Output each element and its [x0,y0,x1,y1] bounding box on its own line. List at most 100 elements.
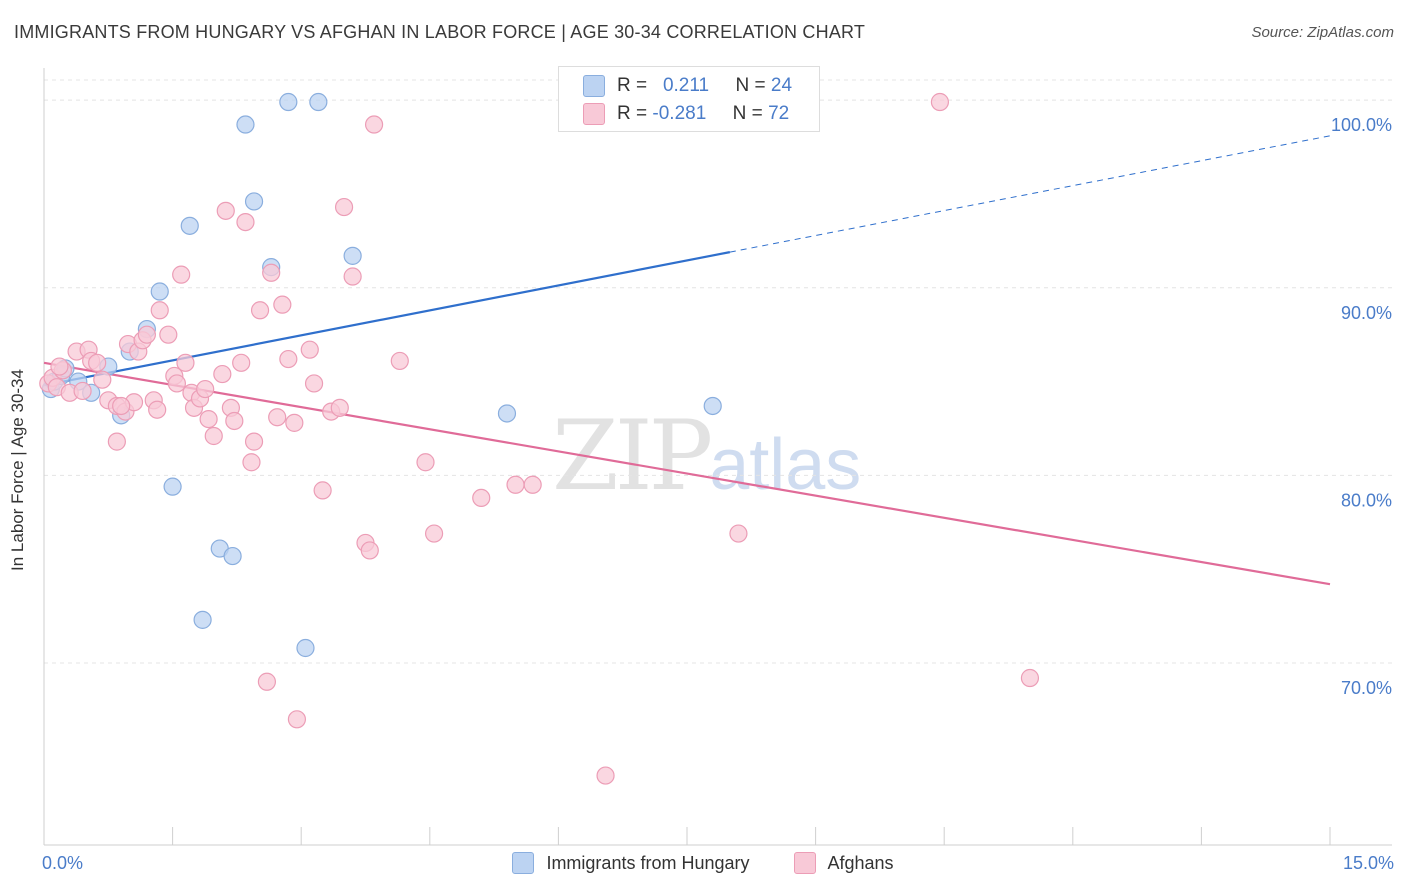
legend-swatch-pink [583,103,605,125]
afghan-point [148,400,167,419]
legend-row-hungary: R = 0.211 N = 24 [583,73,792,99]
chart-title: IMMIGRANTS FROM HUNGARY VS AFGHAN IN LAB… [14,22,866,42]
afghan-point [416,453,435,472]
y-tick-label: 80.0% [1341,490,1392,510]
bottom-legend-swatch-blue [512,852,535,874]
afghan-point [93,370,112,389]
afghan-point [268,408,287,427]
afghan-point [172,265,191,284]
afghan-point [232,353,251,372]
afghan-point [159,325,178,344]
afghan-point [112,396,131,416]
legend-r-value: 0.211 [662,75,710,96]
legend-r-label: R = [617,103,648,124]
hungary-point [497,404,517,423]
hungary-point [703,396,722,416]
bottom-legend-afghans: Afghans [793,852,894,874]
afghan-point [107,432,126,451]
afghan-point [279,349,298,369]
afghan-point [236,212,255,232]
axes [43,68,1392,846]
hungary-point [223,546,242,566]
hungary-point [163,477,182,496]
afghan-point [334,197,354,217]
bottom-legend: Immigrants from Hungary Afghans [0,852,1406,874]
legend-n-label: N = [732,103,763,124]
afghan-point [364,115,384,134]
afghan-point [213,364,232,384]
hungary-point [180,216,199,235]
legend-n-value: 72 [768,103,790,124]
afghan-point [930,92,950,112]
afghan-point [88,353,107,372]
afghan-point [204,426,223,446]
afghan-point [244,432,264,451]
afghan-point [304,374,324,393]
afghan-point [167,374,186,393]
legend-n-value: 24 [770,75,793,96]
hungary-point [296,638,315,658]
afghan-point [73,381,92,401]
afghan-point [1020,668,1040,688]
hungary-point [236,115,255,134]
afghan-point [262,263,281,282]
data-points [39,92,1040,785]
afghan-point [596,766,615,785]
afghan-point [257,672,277,691]
afghan-point [285,413,304,432]
bottom-legend-label: Afghans [827,852,894,873]
source-credit: Source: ZipAtlas.com [1251,24,1394,41]
afghan-point [199,409,218,429]
afghan-point [216,201,235,220]
y-axis-label: In Labor Force | Age 30-34 [8,369,27,571]
x-tick-label: 15.0% [1343,853,1394,873]
afghan-point [472,488,491,508]
afghan-point [137,325,156,344]
afghan-point [287,710,307,729]
legend-swatch-blue [583,75,605,97]
afghan-point [343,267,362,286]
legend-n-label: N = [735,75,766,96]
legend-r-label: R = [617,75,648,96]
hungary-trend-line [43,251,731,387]
legend-row-afghans: R = -0.281 N = 72 [583,101,789,127]
hungary-point [309,92,328,112]
y-tick-label: 70.0% [1341,678,1392,698]
hungary-point [193,610,212,629]
bottom-legend-swatch-pink [793,852,816,874]
afghan-point [242,453,261,472]
afghan-trend-line [43,361,1331,586]
y-tick-label: 90.0% [1341,303,1392,323]
afghan-point [506,475,525,494]
afghan-point [250,301,270,320]
legend-box: R = 0.211 N = 24 R = -0.281 N = 72 [558,66,820,132]
afghan-point [300,340,319,359]
hungary-point [279,92,298,112]
trend-lines [43,135,1331,586]
y-tick-label: 100.0% [1331,115,1392,135]
afghan-point [196,379,215,399]
afghan-point [50,357,69,376]
afghan-point [360,541,379,560]
tick-labels: 70.0% 80.0% 90.0% 100.0% 0.0% 15.0% [42,115,1394,873]
afghan-point [390,351,409,371]
hungary-point [244,192,264,211]
afghan-point [523,475,542,494]
afghan-point [273,295,292,314]
afghan-point [176,353,195,372]
afghan-point [729,524,748,543]
afghan-point [150,301,169,320]
bottom-legend-label: Immigrants from Hungary [546,852,750,873]
afghan-point [225,411,244,431]
legend-r-value: -0.281 [652,103,707,124]
gridlines [44,79,1392,664]
afghan-point [313,481,332,500]
bottom-legend-hungary: Immigrants from Hungary [512,852,750,874]
hungary-point [150,282,169,301]
x-tick-label: 0.0% [42,853,83,873]
watermark-atlas: atlas [709,425,862,505]
hungary-trend-extension [729,135,1331,253]
hungary-point [343,246,362,265]
afghan-point [424,524,444,543]
